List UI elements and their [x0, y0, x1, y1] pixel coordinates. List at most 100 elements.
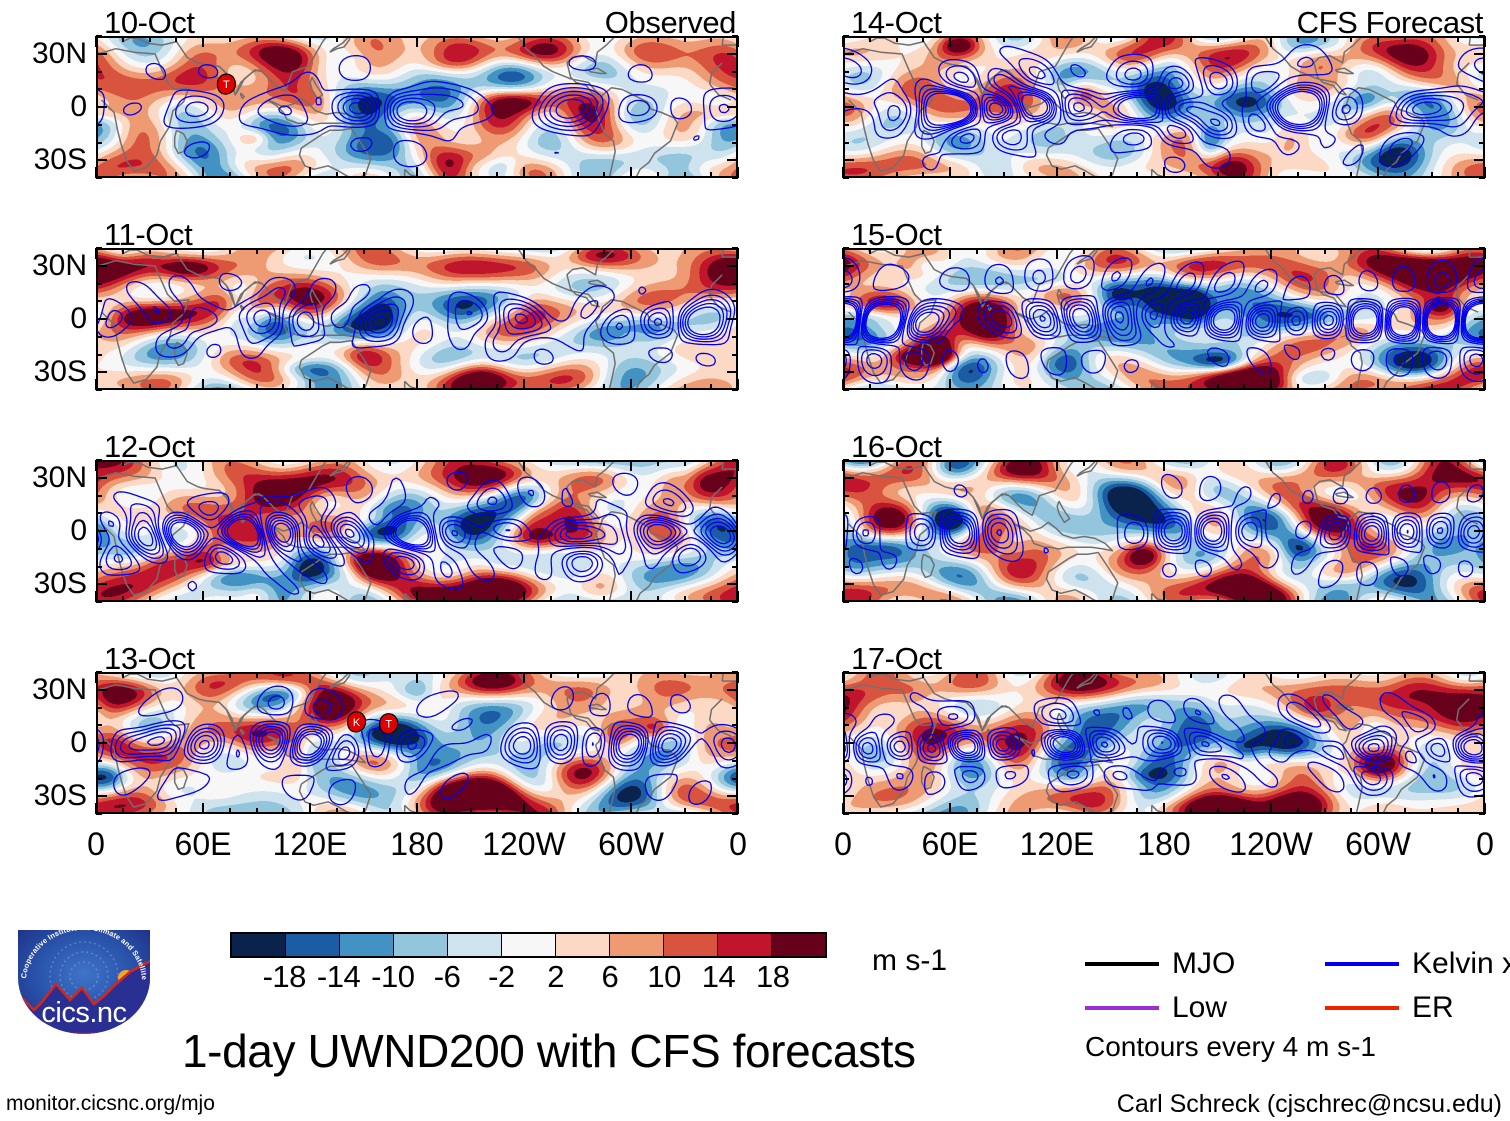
x-axis-tick [496, 172, 499, 178]
colorbar-segment [340, 934, 394, 956]
x-axis-tick [1457, 172, 1460, 178]
x-axis-tick [1082, 36, 1085, 42]
x-axis-tick [523, 248, 525, 259]
x-axis-tick [362, 36, 365, 42]
x-axis-tick [576, 36, 579, 42]
x-axis-label: 60W [1345, 826, 1411, 862]
x-axis-label: 60E [174, 826, 232, 862]
x-axis-tick [1377, 591, 1379, 602]
y-axis-tick [843, 159, 854, 162]
y-axis-label: 30S [33, 779, 87, 813]
y-axis-tick [732, 88, 738, 91]
x-axis-tick [362, 596, 365, 602]
x-axis-tick [121, 460, 124, 466]
x-axis-tick [842, 379, 844, 390]
y-axis-tick [843, 52, 854, 55]
uwnd200-shaded-field [98, 38, 736, 176]
x-axis-tick [1243, 596, 1246, 602]
x-axis-tick [1296, 248, 1299, 254]
colorbar-segment [664, 934, 718, 956]
x-axis-tick [362, 248, 365, 254]
x-axis-tick [1243, 384, 1246, 390]
x-axis-tick [1377, 167, 1379, 178]
y-axis-tick [843, 282, 849, 285]
map-plot-area [843, 672, 1485, 814]
x-axis-tick [1216, 808, 1219, 814]
x-axis-tick [1243, 460, 1246, 466]
x-axis-tick [309, 672, 311, 683]
x-axis-tick [1377, 36, 1379, 47]
colorbar-tick-labels: -18 -14 -10 -6 -2 2 6 10 14 18 [230, 960, 827, 996]
x-axis-tick [175, 248, 178, 254]
x-axis-tick [202, 248, 204, 259]
x-axis-tick [1323, 36, 1326, 42]
x-axis-tick [895, 384, 898, 390]
x-axis-tick [1029, 172, 1032, 178]
x-axis-tick [389, 596, 392, 602]
x-axis-tick [523, 167, 525, 178]
x-axis-tick [523, 591, 525, 602]
x-axis-tick [895, 672, 898, 678]
x-axis-tick [949, 803, 951, 814]
x-axis-tick [1350, 596, 1353, 602]
x-axis-tick [523, 460, 525, 471]
x-axis-tick [148, 596, 151, 602]
x-axis-tick [496, 248, 499, 254]
x-axis-tick [202, 672, 204, 683]
x-axis-tick [656, 172, 659, 178]
x-axis-tick [1323, 248, 1326, 254]
map-plot-area [843, 248, 1485, 390]
x-axis-label: 0 [729, 826, 747, 862]
x-axis-tick [1163, 248, 1165, 259]
y-axis-tick [843, 476, 854, 479]
x-axis-tick [868, 248, 871, 254]
x-axis-tick [1002, 36, 1005, 42]
y-axis-tick [96, 88, 102, 91]
y-axis-tick [843, 106, 854, 108]
x-axis-tick [1056, 379, 1058, 390]
y-axis-tick [843, 601, 849, 603]
y-axis-tick [96, 688, 107, 691]
x-axis-tick [362, 460, 365, 466]
x-axis-tick [1296, 460, 1299, 466]
coastlines [98, 38, 736, 176]
y-axis-tick [732, 335, 738, 338]
x-axis-label: 120W [1229, 826, 1313, 862]
x-axis-tick [683, 248, 686, 254]
x-axis-tick [95, 460, 97, 471]
colorbar-segment [286, 934, 340, 956]
y-axis-tick [1479, 247, 1485, 249]
x-axis-tick [975, 596, 978, 602]
map-plot-area: T [96, 36, 738, 178]
y-axis-tick [727, 688, 738, 691]
y-axis-tick [96, 724, 102, 727]
y-axis-tick [96, 565, 102, 568]
y-axis-tick [1479, 565, 1485, 568]
y-axis-tick [727, 106, 738, 108]
x-axis-tick [1270, 591, 1272, 602]
x-axis-tick [737, 248, 739, 259]
column-header-label: CFS Forecast [1296, 5, 1484, 40]
x-axis-label: 120W [482, 826, 566, 862]
y-axis-tick [1474, 795, 1485, 798]
x-axis-tick [1109, 808, 1112, 814]
x-axis-tick [868, 36, 871, 42]
y-axis-tick [843, 724, 849, 727]
y-axis-tick [1474, 264, 1485, 267]
y-axis-tick [1474, 583, 1485, 586]
y-axis-tick [96, 353, 102, 356]
y-axis-tick [1479, 70, 1485, 73]
panel-date-label: 11-Oct [104, 217, 193, 252]
colorbar-tick-label: -18 [262, 959, 307, 994]
y-axis-tick [843, 671, 849, 673]
y-axis-tick [843, 530, 854, 532]
y-axis-label: 0 [70, 90, 87, 123]
x-axis-tick [1136, 460, 1139, 466]
x-axis-tick [416, 248, 418, 259]
x-axis-tick [228, 460, 231, 466]
x-axis-tick [1056, 460, 1058, 471]
x-axis-tick [1056, 591, 1058, 602]
x-axis-tick [335, 460, 338, 466]
y-axis-tick [843, 813, 849, 815]
x-axis-tick [442, 36, 445, 42]
